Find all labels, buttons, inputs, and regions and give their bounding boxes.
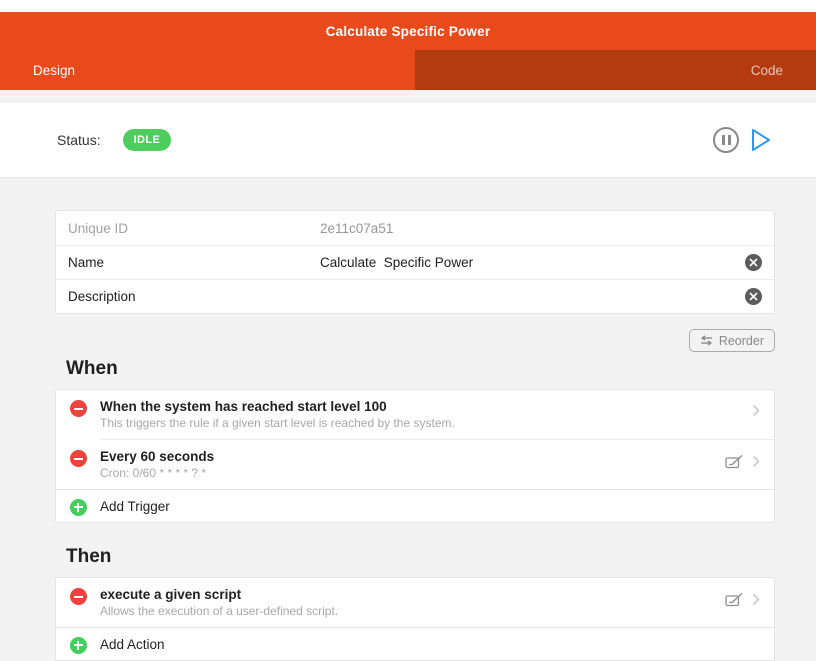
triggers-card: When the system has reached start level … (55, 389, 775, 523)
clear-icon (749, 292, 758, 301)
then-heading: Then (66, 546, 112, 567)
unique-id-value: 2e11c07a51 (320, 220, 394, 236)
description-label: Description (68, 289, 136, 304)
divider (56, 627, 774, 628)
tab-code-label: Code (750, 62, 783, 78)
add-action-row[interactable]: Add Action (56, 628, 774, 660)
chevron-right-icon (752, 404, 760, 417)
remove-trigger-icon[interactable] (69, 400, 87, 417)
spacer (0, 90, 816, 103)
trigger-title: Every 60 seconds (100, 449, 215, 464)
run-controls (713, 103, 772, 177)
unique-id-row: Unique ID 2e11c07a51 (56, 211, 774, 245)
description-row[interactable]: Description (56, 279, 774, 313)
clear-name-button[interactable] (745, 254, 762, 271)
trigger-row-cron[interactable]: Every 60 seconds Cron: 0/60 * * * * ? * (56, 440, 774, 489)
remove-action-icon[interactable] (69, 588, 87, 605)
status-bar: Status: IDLE (0, 103, 816, 178)
reorder-label: Reorder (718, 333, 764, 348)
pause-icon (721, 135, 731, 145)
page-title: Calculate Specific Power (325, 23, 491, 39)
play-icon (752, 129, 770, 151)
pause-button[interactable] (713, 127, 739, 153)
name-row[interactable]: Name Calculate Specific Power (56, 245, 774, 279)
top-whitespace (0, 0, 816, 12)
action-title: execute a given script (100, 587, 242, 602)
clear-icon (749, 258, 758, 267)
trigger-row-start-level[interactable]: When the system has reached start level … (56, 390, 774, 439)
tab-bar: Design Code (0, 50, 816, 90)
actions-card: execute a given script Allows the execut… (55, 577, 775, 661)
name-value[interactable]: Calculate Specific Power (320, 255, 474, 270)
add-action-label: Add Action (100, 636, 165, 652)
when-heading: When (66, 358, 118, 379)
tab-design-label: Design (33, 62, 76, 78)
trigger-subtitle: This triggers the rule if a given start … (100, 416, 455, 430)
tab-design[interactable]: Design (0, 50, 415, 90)
edit-icon[interactable] (725, 454, 744, 469)
chevron-right-icon (752, 455, 760, 468)
add-icon (69, 498, 87, 516)
divider (100, 439, 774, 440)
status-badge: IDLE (122, 129, 172, 151)
add-trigger-label: Add Trigger (100, 498, 170, 514)
action-row-script[interactable]: execute a given script Allows the execut… (56, 578, 774, 627)
status-label: Status: (57, 132, 101, 148)
name-label: Name (68, 255, 105, 270)
chevron-right-icon (752, 593, 760, 606)
remove-trigger-icon[interactable] (69, 450, 87, 467)
run-button[interactable] (748, 127, 772, 153)
swap-arrows-icon (700, 335, 712, 346)
clear-description-button[interactable] (745, 288, 762, 305)
trigger-subtitle: Cron: 0/60 * * * * ? * (100, 466, 207, 480)
unique-id-label: Unique ID (68, 220, 129, 236)
trigger-title: When the system has reached start level … (100, 399, 387, 414)
add-trigger-row[interactable]: Add Trigger (56, 490, 774, 522)
reorder-row: Reorder (55, 329, 775, 352)
add-icon (69, 636, 87, 654)
rule-editor: Unique ID 2e11c07a51 Name Calculate Spec… (55, 210, 775, 661)
action-subtitle: Allows the execution of a user-defined s… (100, 604, 339, 618)
rule-properties-card: Unique ID 2e11c07a51 Name Calculate Spec… (55, 210, 775, 314)
reorder-button[interactable]: Reorder (688, 329, 775, 352)
divider (56, 489, 774, 490)
edit-icon[interactable] (725, 592, 744, 607)
app-header: Calculate Specific Power (0, 12, 816, 50)
tab-code[interactable]: Code (415, 50, 816, 90)
